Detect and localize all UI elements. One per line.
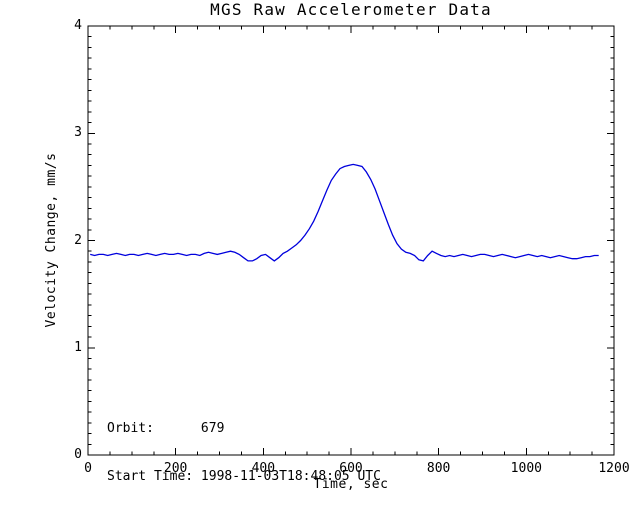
x-tick-label: 0 bbox=[84, 461, 92, 476]
x-tick-label: 400 bbox=[251, 461, 276, 476]
x-tick-label: 1200 bbox=[598, 461, 630, 476]
x-tick-label: 600 bbox=[339, 461, 363, 476]
annotation-block: Orbit: 679 Start Time: 1998-11-03T18:48:… bbox=[107, 389, 381, 512]
chart-title: MGS Raw Accelerometer Data bbox=[210, 0, 492, 19]
y-tick-label: 3 bbox=[74, 125, 82, 141]
velocity-change-trace bbox=[90, 163, 599, 262]
y-tick-label: 0 bbox=[74, 447, 82, 462]
y-tick-label: 1 bbox=[74, 339, 82, 355]
x-tick-label: 200 bbox=[163, 461, 188, 476]
y-tick-label: 4 bbox=[74, 18, 82, 33]
annotation-orbit: Orbit: 679 bbox=[107, 421, 225, 436]
x-tick-label: 1000 bbox=[510, 461, 542, 476]
x-tick-label: 800 bbox=[426, 461, 451, 476]
y-tick-label: 2 bbox=[74, 232, 82, 248]
x-axis-label: Time, sec bbox=[313, 477, 389, 492]
annotation-start-time: Start Time: 1998-11-03T18:48:05 UTC bbox=[107, 469, 381, 484]
